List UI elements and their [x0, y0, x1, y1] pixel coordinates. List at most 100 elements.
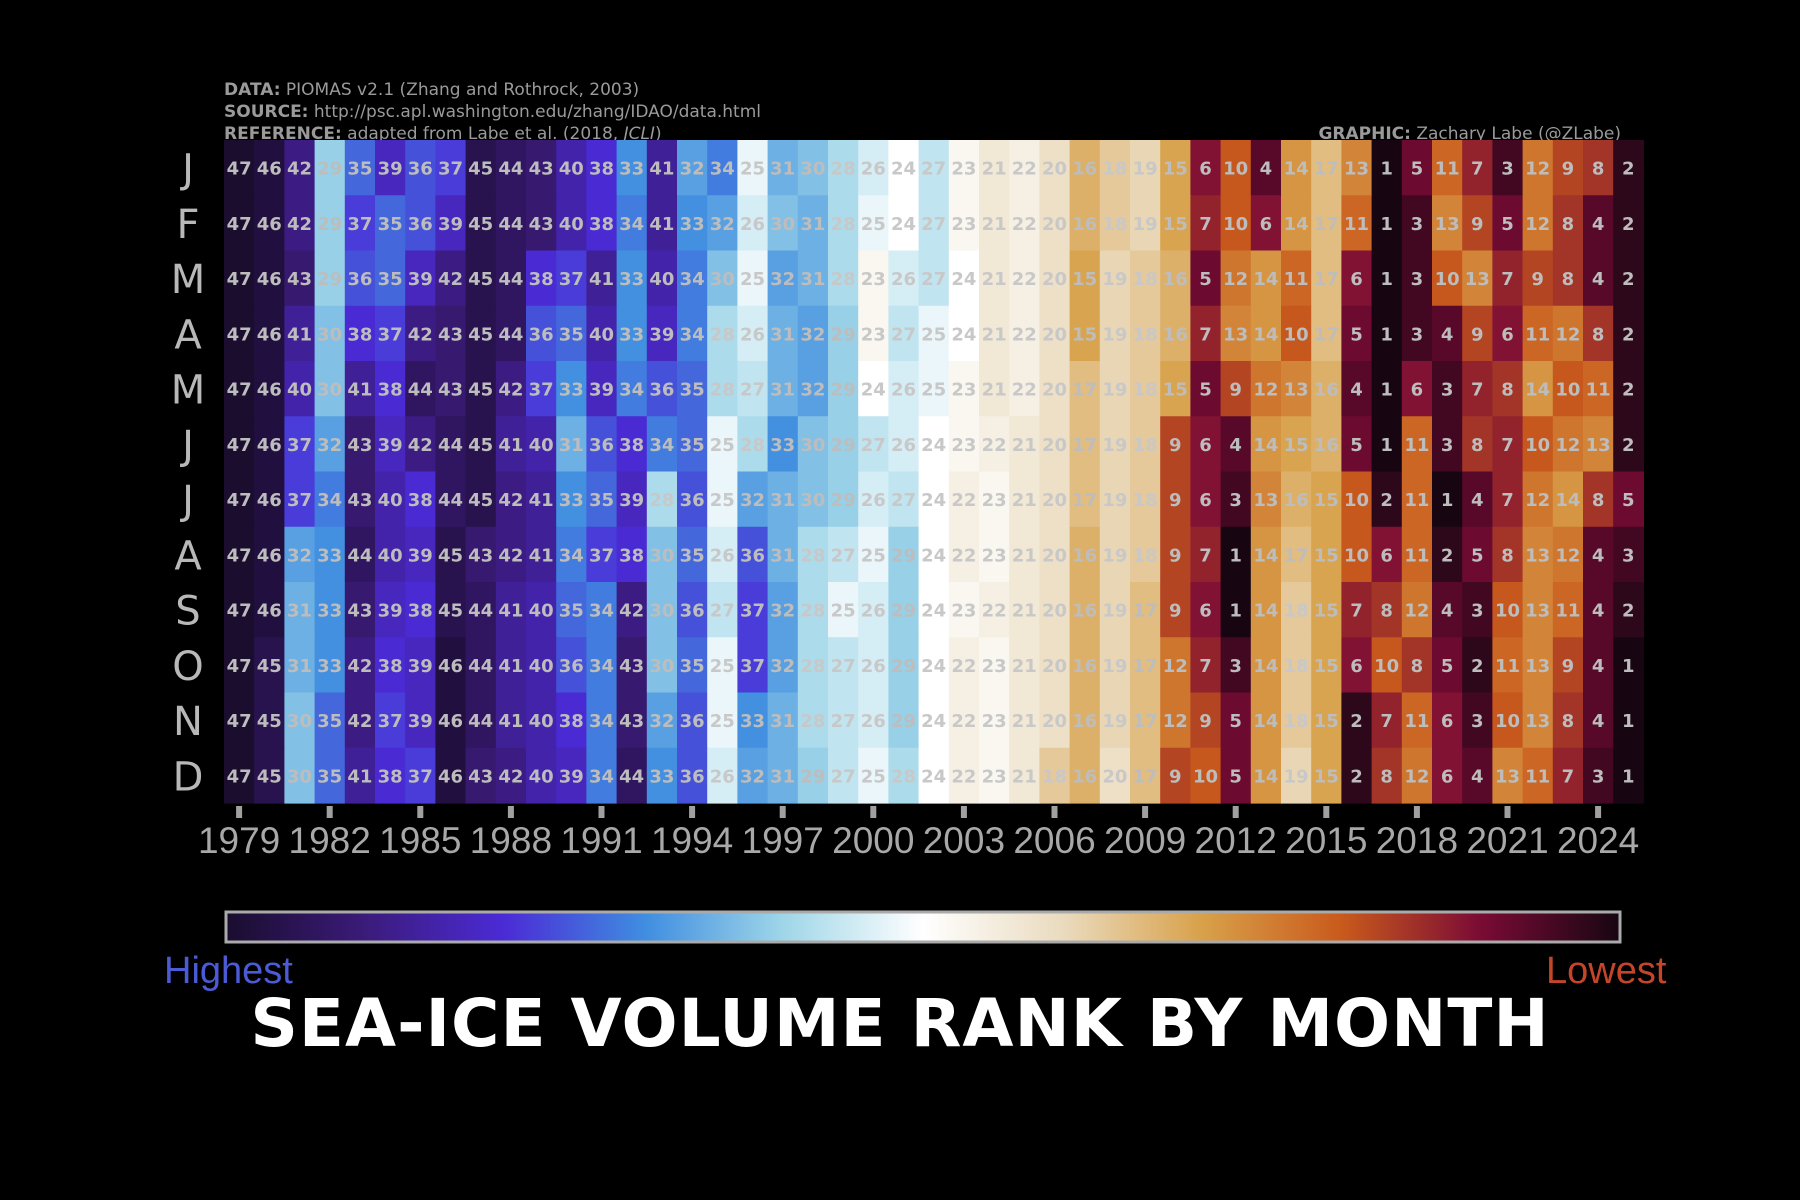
heatmap-cell: [405, 747, 436, 804]
x-tick-mark: [1595, 806, 1602, 818]
heatmap-cell: [828, 471, 859, 528]
x-tick-mark: [236, 806, 243, 818]
heatmap-cell: [556, 140, 587, 196]
heatmap-cell: [948, 195, 980, 252]
cell-rank-label: 19: [1133, 214, 1158, 235]
cell-rank-label: 15: [1314, 601, 1339, 622]
heatmap-cell: [888, 637, 920, 694]
heatmap-cell: [1281, 747, 1312, 804]
heatmap-cell: [254, 747, 285, 804]
heatmap-cell: [1341, 416, 1373, 473]
cell-rank-label: 31: [770, 159, 795, 180]
cell-rank-label: 38: [559, 711, 584, 732]
heatmap-cell: [646, 471, 678, 528]
cell-rank-label: 11: [1404, 435, 1429, 456]
cell-rank-label: 10: [1344, 545, 1369, 566]
cell-rank-label: 28: [710, 324, 735, 345]
cell-rank-label: 18: [1133, 490, 1158, 511]
cell-rank-label: 37: [378, 711, 403, 732]
heatmap-cell: [224, 582, 255, 638]
heatmap-cell: [344, 195, 376, 252]
cell-rank-label: 45: [468, 269, 493, 290]
heatmap-cell: [526, 747, 557, 804]
cell-rank-label: 43: [619, 656, 644, 677]
cell-rank-label: 17: [1072, 435, 1097, 456]
month-label: S: [175, 589, 200, 635]
heatmap-cell: [888, 250, 920, 307]
cell-rank-label: 27: [831, 545, 856, 566]
cell-rank-label: 46: [257, 601, 282, 622]
cell-rank-label: 31: [770, 490, 795, 511]
cell-rank-label: 24: [921, 766, 946, 787]
legend-highest-label: Highest: [164, 950, 293, 992]
cell-rank-label: 8: [1380, 601, 1393, 622]
cell-rank-label: 13: [1525, 545, 1550, 566]
cell-rank-label: 44: [468, 656, 493, 677]
cell-rank-label: 27: [710, 601, 735, 622]
cell-rank-label: 7: [1471, 380, 1484, 401]
heatmap-cell: [254, 526, 285, 583]
heatmap-cell: [828, 637, 859, 694]
cell-rank-label: 43: [287, 269, 312, 290]
cell-rank-label: 4: [1441, 324, 1454, 345]
heatmap-cell: [1099, 637, 1131, 694]
cell-rank-label: 7: [1380, 711, 1393, 732]
cell-rank-label: 28: [710, 380, 735, 401]
heatmap-cell: [828, 416, 859, 473]
heatmap-cell: [707, 416, 738, 473]
heatmap-cell: [858, 637, 889, 694]
heatmap-cell: [979, 361, 1010, 417]
cell-rank-label: 8: [1501, 545, 1514, 566]
heatmap-cell: [224, 637, 255, 694]
cell-rank-label: 8: [1562, 214, 1575, 235]
cell-rank-label: 27: [921, 159, 946, 180]
heatmap-cell: [1220, 637, 1252, 694]
heatmap-cell: [1220, 582, 1252, 638]
heatmap-cell: [797, 416, 829, 473]
heatmap-cell: [1401, 361, 1433, 417]
heatmap-cell: [1552, 747, 1584, 804]
heatmap-cell: [375, 250, 406, 307]
cell-rank-label: 10: [1374, 656, 1399, 677]
heatmap-cell: [948, 747, 980, 804]
heatmap-cell: [526, 637, 557, 694]
cell-rank-label: 2: [1622, 380, 1635, 401]
month-label: M: [171, 257, 206, 303]
cell-rank-label: 34: [619, 380, 644, 401]
heatmap-cell: [707, 637, 738, 694]
cell-rank-label: 12: [1163, 711, 1188, 732]
heatmap-cell: [616, 250, 648, 307]
cell-rank-label: 13: [1525, 711, 1550, 732]
cell-rank-label: 4: [1260, 159, 1273, 180]
month-label: J: [179, 147, 194, 193]
heatmap-cell: [1492, 747, 1524, 804]
heatmap-cell: [1250, 140, 1282, 196]
cell-rank-label: 7: [1199, 656, 1212, 677]
cell-rank-label: 4: [1350, 380, 1363, 401]
cell-rank-label: 21: [1012, 545, 1037, 566]
heatmap-cell: [646, 416, 678, 473]
colorbar: [224, 910, 1622, 944]
heatmap-cell: [858, 305, 889, 362]
heatmap-cell: [767, 692, 799, 749]
heatmap-cell: [1250, 416, 1282, 473]
cell-rank-label: 6: [1411, 380, 1424, 401]
cell-rank-label: 30: [800, 435, 825, 456]
cell-rank-label: 14: [1284, 214, 1309, 235]
cell-rank-label: 30: [287, 711, 312, 732]
cell-rank-label: 26: [891, 435, 916, 456]
heatmap-cell: [1401, 582, 1433, 638]
heatmap-cell: [435, 140, 467, 196]
heatmap-cell: [918, 195, 950, 252]
cell-rank-label: 31: [770, 324, 795, 345]
heatmap-cell: [616, 140, 648, 196]
heatmap-cell: [1039, 361, 1071, 417]
heatmap-cell: [1099, 526, 1131, 583]
heatmap-cell: [254, 416, 285, 473]
heatmap-cell: [1069, 747, 1101, 804]
cell-rank-label: 31: [287, 656, 312, 677]
x-tick-mark: [326, 806, 333, 818]
heatmap-cell: [1130, 637, 1161, 694]
heatmap-cell: [1613, 692, 1644, 749]
